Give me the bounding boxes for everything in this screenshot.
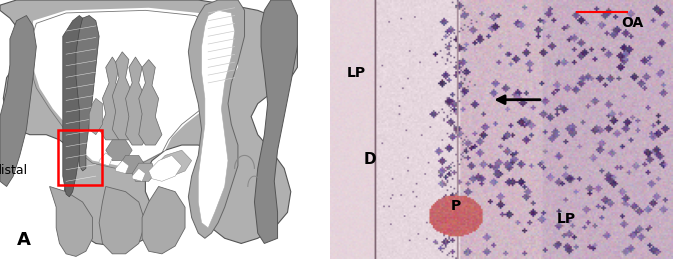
Bar — [58, 130, 102, 185]
Polygon shape — [188, 0, 244, 238]
Polygon shape — [155, 150, 192, 176]
Polygon shape — [112, 52, 135, 140]
Polygon shape — [0, 0, 297, 246]
Polygon shape — [126, 57, 149, 145]
Text: P: P — [450, 199, 460, 213]
Polygon shape — [132, 168, 145, 181]
Text: A: A — [17, 231, 30, 249]
Polygon shape — [99, 57, 126, 140]
Polygon shape — [99, 186, 145, 254]
Polygon shape — [30, 8, 238, 166]
Polygon shape — [139, 60, 162, 145]
Text: LP: LP — [347, 66, 365, 80]
Polygon shape — [90, 98, 102, 135]
Polygon shape — [76, 16, 99, 171]
Polygon shape — [63, 16, 90, 197]
Polygon shape — [116, 161, 129, 174]
Polygon shape — [149, 155, 182, 181]
Text: OA: OA — [621, 16, 643, 30]
Polygon shape — [254, 0, 297, 243]
Polygon shape — [50, 186, 92, 256]
Polygon shape — [106, 140, 132, 161]
Polygon shape — [119, 155, 145, 174]
Text: LP: LP — [557, 212, 576, 226]
Polygon shape — [142, 186, 185, 254]
Text: distal: distal — [0, 164, 28, 177]
Text: D: D — [363, 152, 376, 167]
Polygon shape — [0, 16, 36, 186]
Polygon shape — [132, 163, 155, 181]
Polygon shape — [199, 10, 235, 228]
Polygon shape — [99, 153, 112, 166]
